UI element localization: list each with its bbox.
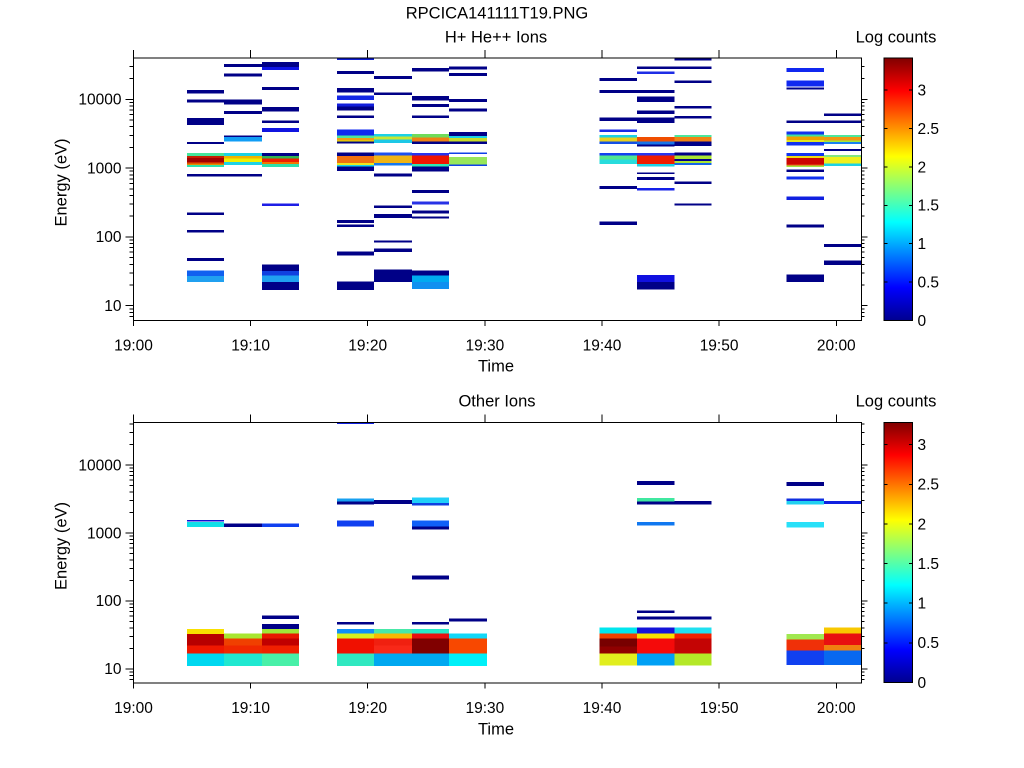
svg-text:100: 100: [96, 229, 122, 246]
svg-text:19:30: 19:30: [466, 700, 505, 717]
svg-text:0.5: 0.5: [918, 635, 940, 652]
svg-text:1000: 1000: [87, 160, 122, 177]
svg-text:Time: Time: [478, 357, 514, 375]
svg-text:10000: 10000: [78, 92, 121, 109]
svg-text:19:50: 19:50: [700, 700, 739, 717]
svg-text:19:00: 19:00: [114, 338, 153, 355]
svg-text:Other Ions: Other Ions: [458, 393, 535, 411]
svg-text:19:00: 19:00: [114, 700, 153, 717]
svg-text:0.5: 0.5: [918, 274, 940, 291]
svg-text:Log counts: Log counts: [856, 393, 937, 411]
svg-text:20:00: 20:00: [817, 338, 856, 355]
svg-text:10: 10: [104, 298, 122, 315]
svg-text:10: 10: [104, 661, 122, 678]
svg-text:0: 0: [918, 675, 927, 692]
svg-text:Energy (eV): Energy (eV): [53, 502, 71, 590]
svg-text:100: 100: [96, 593, 122, 610]
svg-text:H+ He++ Ions: H+ He++ Ions: [445, 29, 547, 47]
svg-text:10000: 10000: [78, 457, 121, 474]
svg-text:2: 2: [918, 516, 927, 533]
svg-text:1: 1: [918, 236, 927, 253]
svg-text:1.5: 1.5: [918, 198, 940, 215]
svg-text:2: 2: [918, 159, 927, 176]
svg-text:3: 3: [918, 83, 927, 100]
svg-text:1000: 1000: [87, 525, 122, 542]
svg-text:20:00: 20:00: [817, 700, 856, 717]
svg-text:19:40: 19:40: [583, 338, 622, 355]
svg-text:2.5: 2.5: [918, 477, 940, 494]
svg-text:19:10: 19:10: [231, 700, 270, 717]
svg-text:19:40: 19:40: [583, 700, 622, 717]
svg-text:Log counts: Log counts: [856, 29, 937, 47]
svg-text:Energy (eV): Energy (eV): [53, 138, 71, 226]
svg-text:19:30: 19:30: [466, 338, 505, 355]
svg-text:RPCICA141111T19.PNG: RPCICA141111T19.PNG: [406, 5, 589, 23]
svg-text:2.5: 2.5: [918, 121, 940, 138]
svg-text:19:20: 19:20: [348, 338, 387, 355]
svg-text:19:20: 19:20: [348, 700, 387, 717]
svg-text:19:50: 19:50: [700, 338, 739, 355]
svg-text:19:10: 19:10: [231, 338, 270, 355]
svg-text:Time: Time: [478, 720, 514, 738]
svg-text:3: 3: [918, 437, 927, 454]
svg-text:0: 0: [918, 313, 927, 330]
svg-text:1.5: 1.5: [918, 556, 940, 573]
svg-text:1: 1: [918, 596, 927, 613]
